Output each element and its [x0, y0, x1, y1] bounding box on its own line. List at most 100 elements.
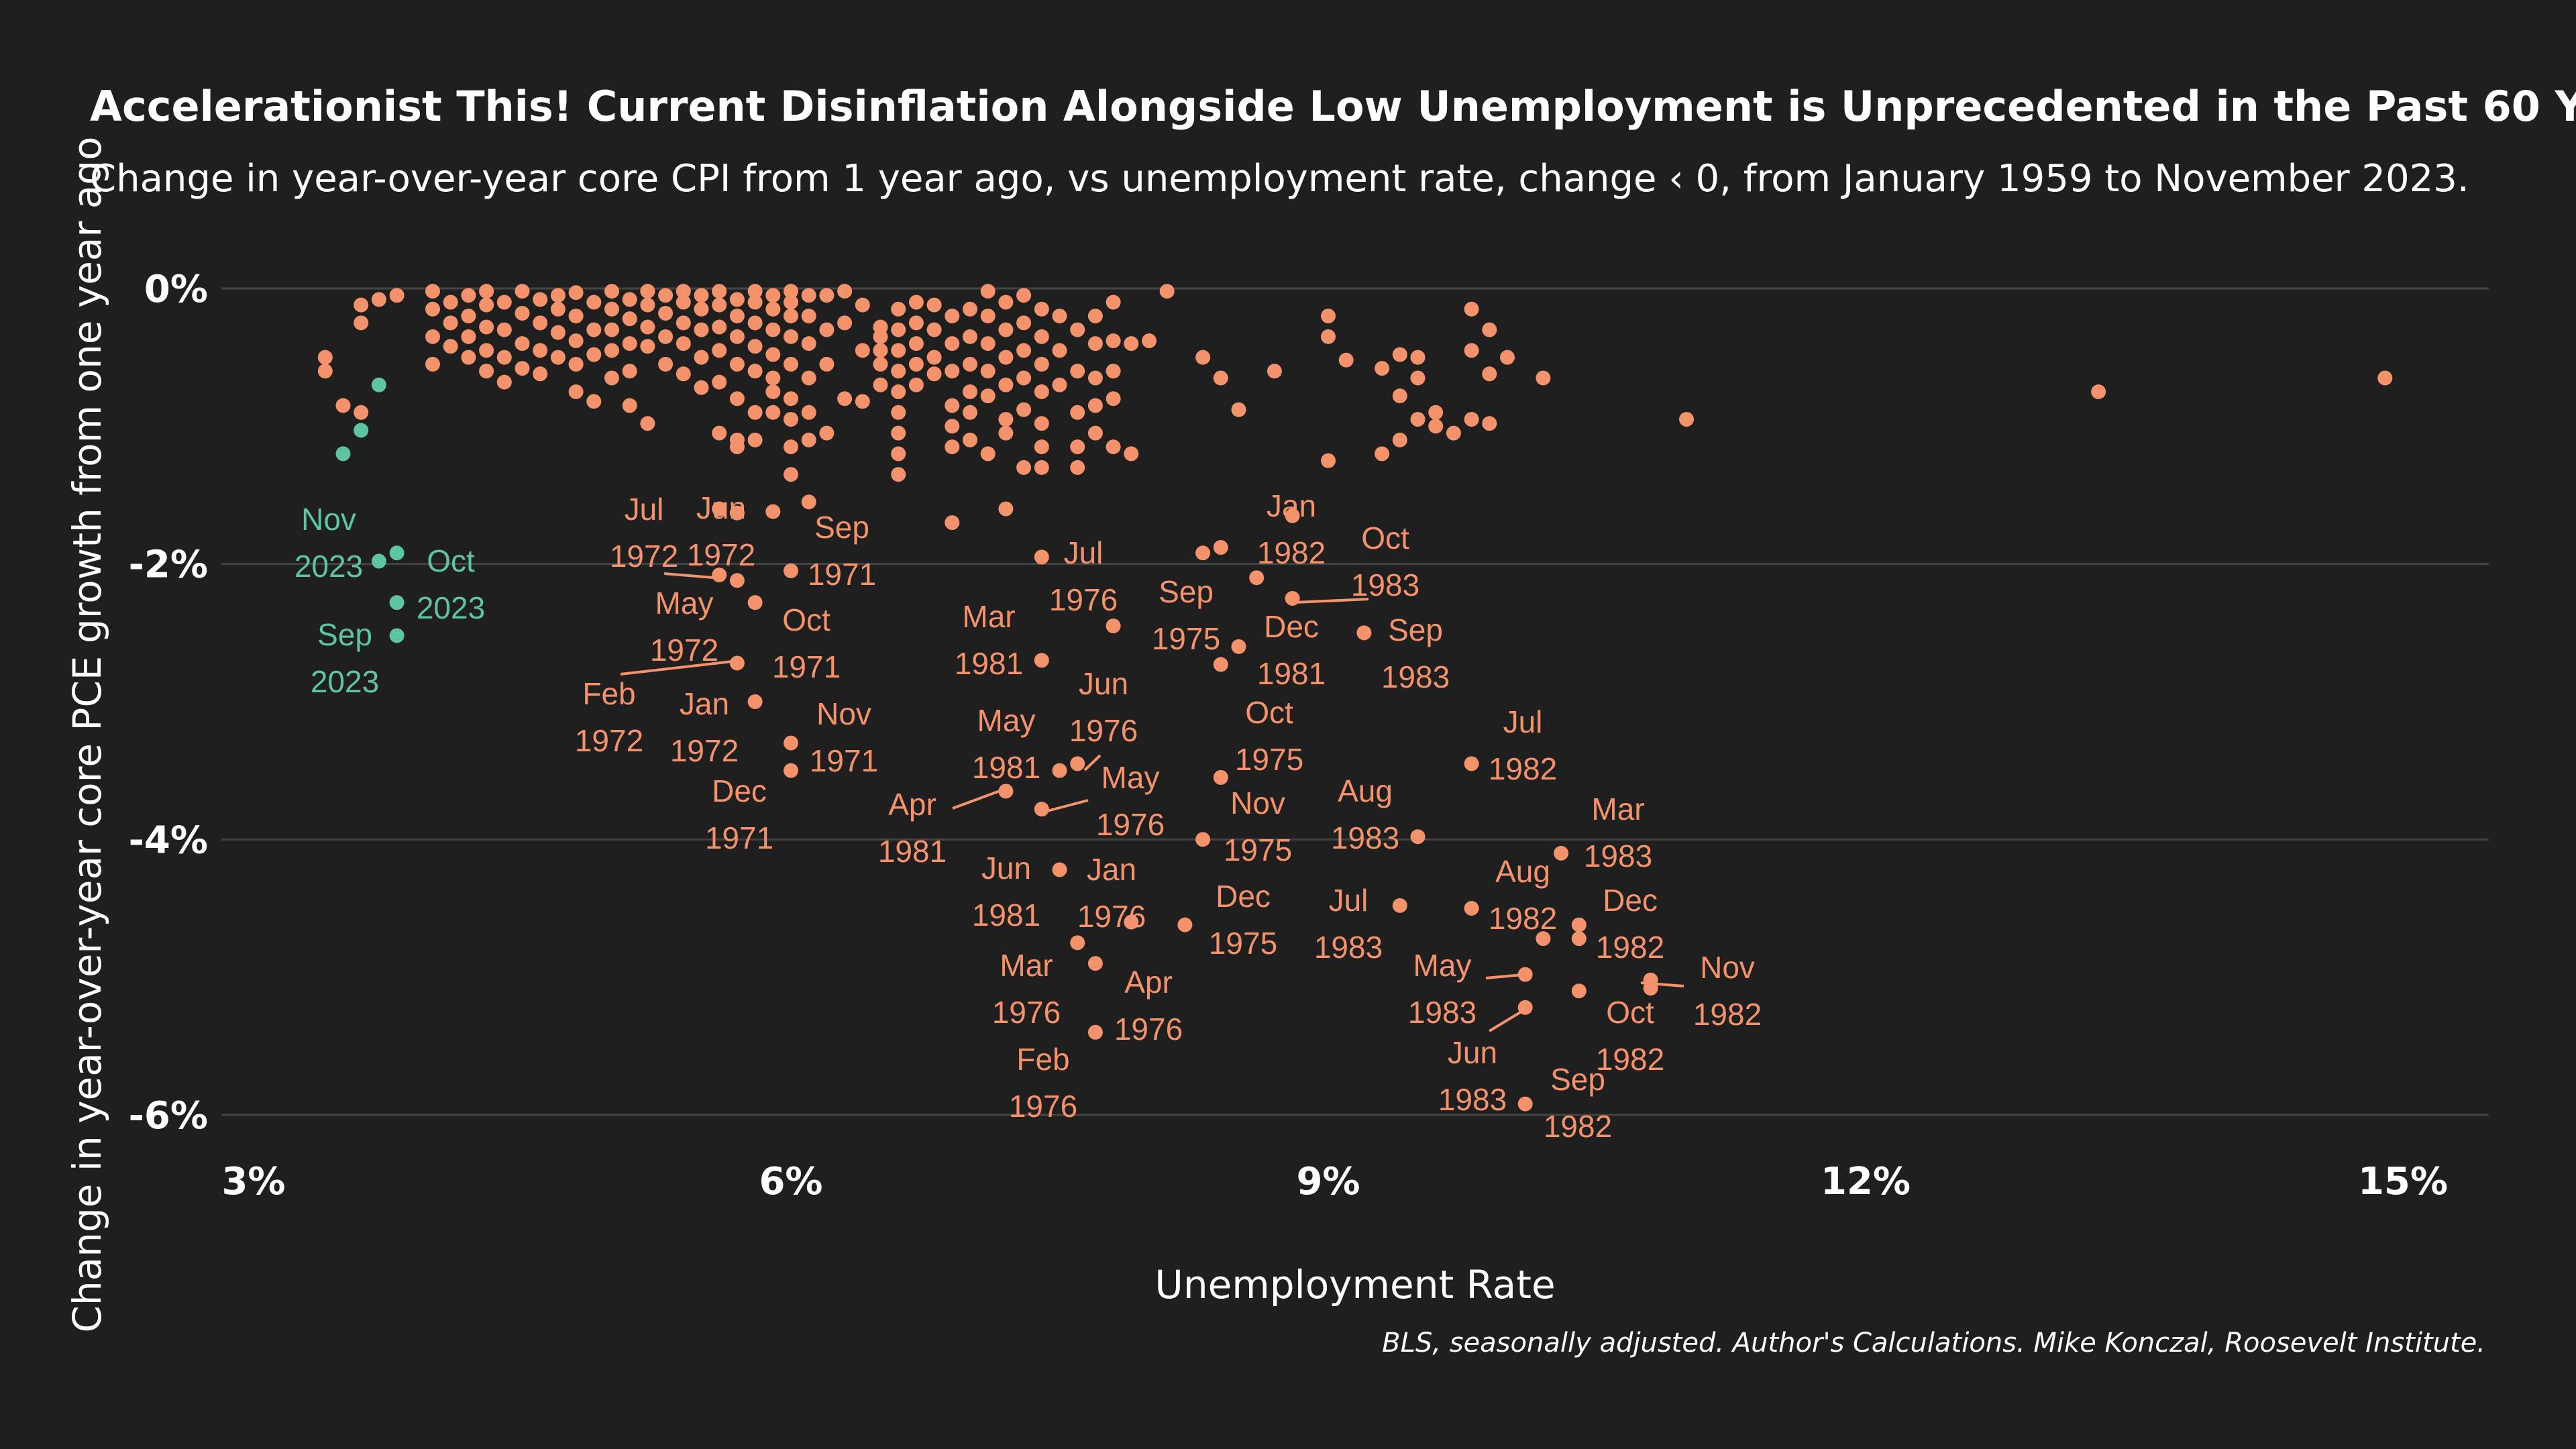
point	[658, 356, 674, 372]
annotation-label-line: 1971	[705, 820, 773, 855]
point	[1392, 432, 1407, 447]
point	[640, 339, 655, 354]
point	[784, 563, 798, 578]
point	[568, 356, 584, 372]
annotation-label-line: 1983	[1331, 820, 1399, 855]
point	[496, 350, 512, 365]
point	[712, 374, 727, 390]
point	[1070, 935, 1085, 951]
y-tick-label: -6%	[129, 1094, 208, 1138]
point	[1571, 917, 1587, 932]
point	[712, 319, 727, 335]
point	[998, 425, 1014, 441]
point	[676, 315, 691, 331]
point	[694, 301, 709, 317]
point	[729, 309, 745, 324]
annotation-label-line: Jul	[1329, 883, 1368, 918]
point	[873, 329, 888, 344]
point	[1087, 956, 1103, 971]
annotation-label: Mar 1976	[992, 948, 1061, 1030]
point	[837, 315, 853, 331]
annotation-label: May 1976	[1096, 760, 1165, 842]
point	[801, 405, 816, 420]
point	[747, 405, 763, 420]
point-recent	[389, 628, 405, 643]
point	[533, 292, 548, 307]
point	[568, 333, 584, 349]
point	[658, 305, 674, 321]
annotation-label: Oct 1982	[1596, 995, 1664, 1077]
data-points	[317, 284, 2393, 1112]
point	[891, 405, 906, 420]
point	[963, 329, 977, 344]
point	[640, 297, 655, 313]
annotation-label-line: Jan	[1267, 488, 1316, 523]
x-tick-label: 9%	[1296, 1160, 1360, 1203]
point	[891, 446, 906, 462]
point	[712, 425, 727, 441]
annotation-label-line: Jul	[1064, 535, 1104, 570]
point	[1106, 439, 1121, 455]
point	[784, 356, 798, 372]
point	[622, 364, 637, 379]
point	[712, 343, 727, 358]
point	[855, 343, 870, 358]
annotation-label-line: Sep	[1388, 612, 1443, 647]
point	[712, 284, 727, 299]
point	[1464, 756, 1479, 771]
annotation-label-line: 1983	[1314, 930, 1383, 965]
point	[784, 294, 798, 310]
annotation-label: Aug 1983	[1331, 773, 1399, 855]
point	[855, 297, 870, 313]
annotation-label: May 1972	[650, 586, 718, 667]
point	[963, 432, 977, 447]
point	[1177, 917, 1193, 932]
point	[765, 288, 781, 303]
point	[479, 297, 494, 313]
point	[640, 319, 655, 335]
point	[1195, 832, 1211, 847]
point	[1052, 862, 1067, 877]
annotation-label: Oct 1983	[1351, 521, 1419, 602]
annotation-label: Nov 1975	[1224, 786, 1292, 867]
point	[765, 504, 781, 519]
point	[1016, 370, 1032, 386]
annotation-label-line: 1976	[1069, 713, 1138, 748]
annotation-label: Dec 1982	[1596, 883, 1664, 965]
annotation-label: Feb 1972	[575, 676, 643, 758]
point	[1231, 402, 1246, 417]
annotation-label-line: 1983	[1351, 568, 1419, 602]
point	[1195, 545, 1211, 561]
annotation-label-line: May	[1413, 948, 1472, 983]
annotation-label-line: Sep	[1550, 1062, 1605, 1097]
annotation-label-line: 1982	[1596, 1042, 1664, 1077]
point	[1070, 364, 1085, 379]
point	[908, 356, 924, 372]
annotation-leader-lines	[620, 572, 1684, 1032]
point	[533, 343, 548, 358]
point	[784, 439, 798, 455]
point	[712, 501, 727, 517]
point	[765, 347, 781, 362]
point	[1016, 315, 1032, 331]
point	[694, 380, 709, 395]
point	[1087, 1024, 1103, 1040]
point	[604, 370, 619, 386]
point	[550, 325, 566, 340]
point	[1124, 914, 1139, 930]
point	[998, 350, 1014, 365]
annotation-label-line: Sep	[1159, 574, 1214, 609]
point	[926, 322, 942, 337]
point	[640, 416, 655, 431]
point	[784, 467, 798, 482]
point	[908, 294, 924, 310]
point	[1142, 333, 1157, 349]
point	[1213, 769, 1228, 785]
point	[998, 412, 1014, 427]
point	[389, 288, 405, 303]
annotation-label-line: Dec	[1603, 883, 1658, 918]
point	[1249, 570, 1265, 586]
point	[980, 364, 996, 379]
